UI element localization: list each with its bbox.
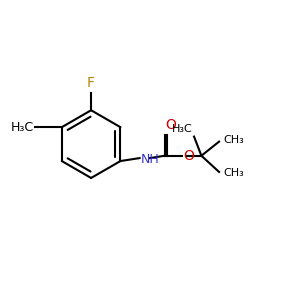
Text: O: O: [183, 149, 194, 163]
Text: CH₃: CH₃: [224, 135, 244, 145]
Text: CH₃: CH₃: [224, 168, 244, 178]
Text: H₃C: H₃C: [11, 121, 34, 134]
Text: F: F: [87, 76, 95, 90]
Text: H₃C: H₃C: [172, 124, 193, 134]
Text: O: O: [166, 118, 176, 132]
Text: NH: NH: [141, 153, 160, 166]
